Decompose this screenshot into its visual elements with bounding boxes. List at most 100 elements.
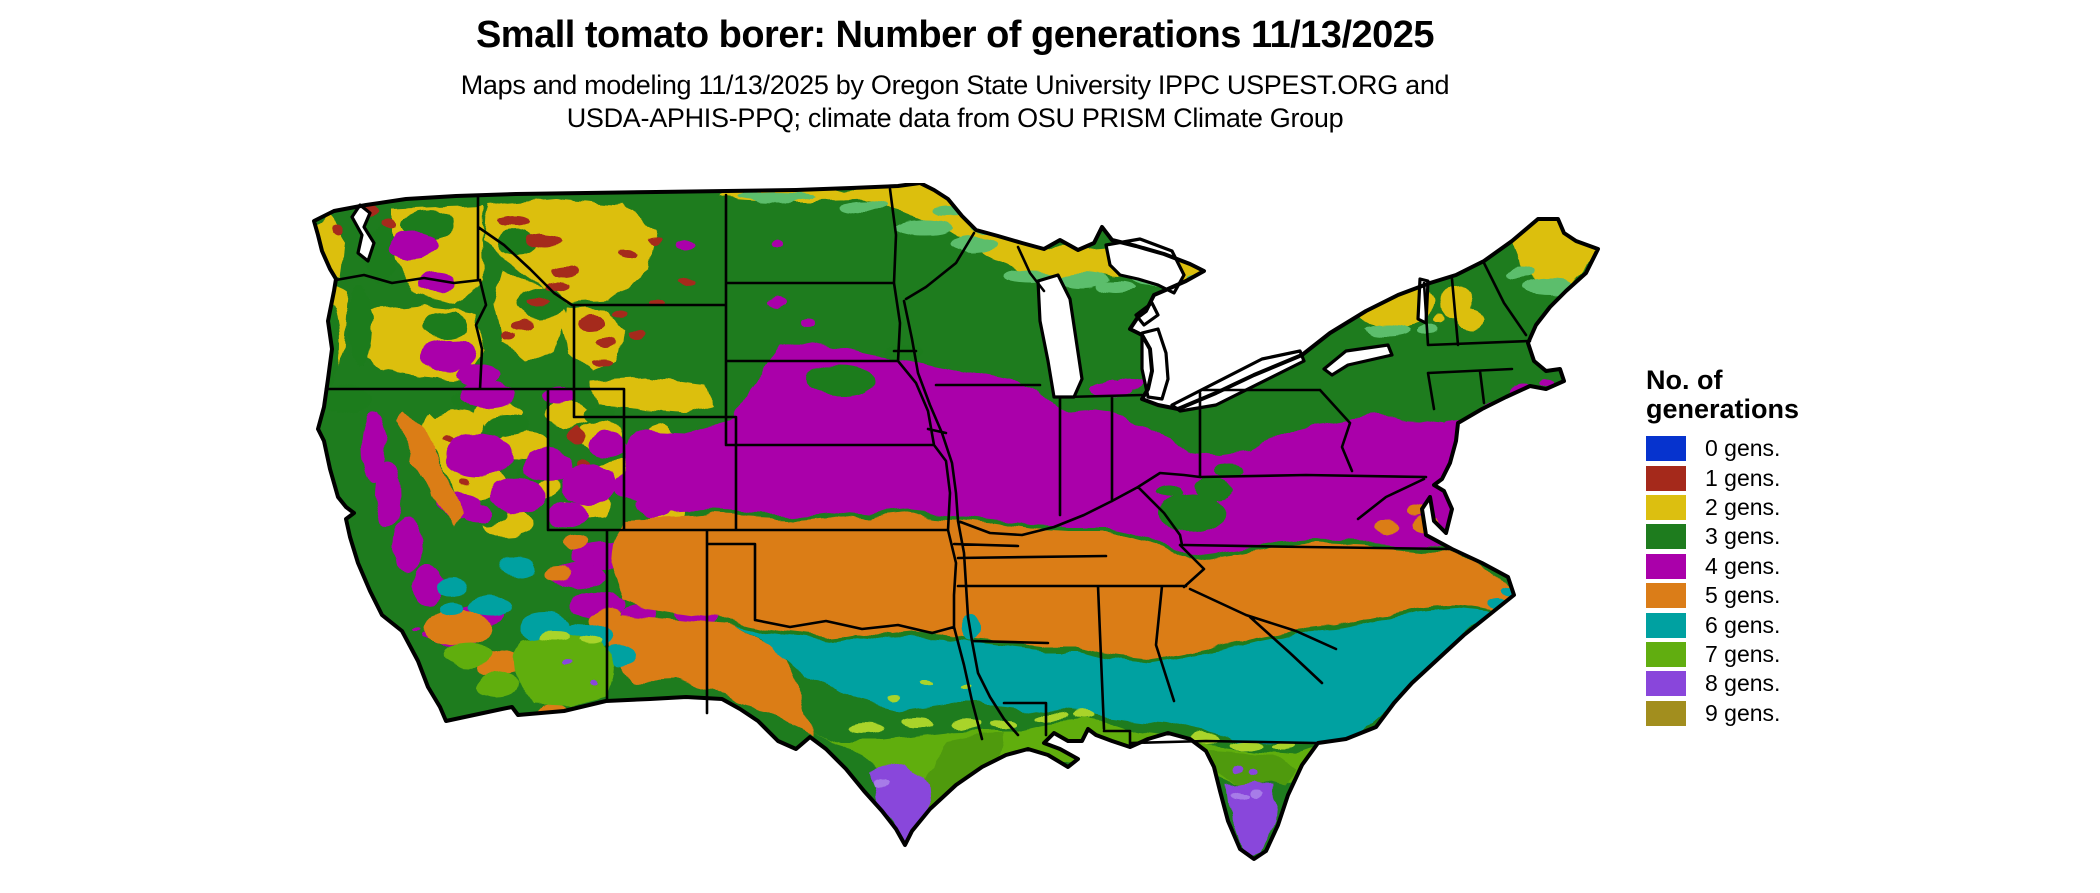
us-map-svg bbox=[312, 183, 1600, 886]
map-patch bbox=[432, 410, 484, 440]
page-title: Small tomato borer: Number of generation… bbox=[475, 14, 1435, 56]
map-patch bbox=[1255, 873, 1267, 879]
map-patch bbox=[420, 339, 476, 371]
map-patch bbox=[1204, 874, 1220, 880]
map-zone bbox=[624, 341, 1458, 557]
map-patch bbox=[546, 566, 570, 580]
map-patch bbox=[1230, 767, 1242, 775]
map-patch bbox=[1435, 317, 1449, 325]
map-zone bbox=[588, 377, 714, 413]
map-patch bbox=[390, 231, 438, 259]
us-generations-map bbox=[306, 183, 1606, 893]
map-patch bbox=[569, 426, 583, 444]
map-patch bbox=[1404, 507, 1424, 519]
map-patch bbox=[920, 680, 932, 686]
map-patch bbox=[1460, 307, 1484, 327]
map-patch bbox=[771, 241, 785, 249]
legend-swatch-2-gens bbox=[1646, 494, 1686, 520]
map-patch bbox=[456, 364, 500, 386]
map-zone bbox=[514, 633, 614, 707]
map-patch bbox=[486, 414, 530, 436]
legend-item: 0 gens. bbox=[1646, 434, 1876, 463]
map-patch bbox=[500, 331, 516, 339]
map-patch bbox=[410, 627, 418, 631]
map-patch bbox=[324, 385, 372, 413]
map-patch bbox=[460, 382, 516, 408]
map-patch bbox=[428, 609, 488, 645]
map-patch bbox=[432, 576, 464, 594]
map-patch bbox=[361, 411, 387, 483]
map-patch bbox=[1037, 713, 1065, 721]
map-patch bbox=[496, 231, 536, 255]
legend-item: 6 gens. bbox=[1646, 610, 1876, 639]
legend-swatch-7-gens bbox=[1646, 641, 1686, 667]
map-patch bbox=[840, 199, 892, 211]
map-patch bbox=[420, 632, 432, 638]
map-patch bbox=[1156, 485, 1180, 497]
map-patch bbox=[476, 674, 516, 696]
map-patch bbox=[498, 215, 530, 227]
map-patch bbox=[458, 478, 470, 484]
legend-items: 0 gens. 1 gens. 2 gens. 3 gens. 4 gens. 5 gen… bbox=[1646, 434, 1876, 728]
map-patch bbox=[588, 433, 628, 457]
map-patch bbox=[500, 555, 536, 575]
legend-title: No. of generations bbox=[1646, 365, 1800, 424]
map-patch bbox=[542, 386, 574, 404]
map-patch bbox=[596, 338, 616, 348]
map-patch bbox=[564, 658, 572, 664]
map-patch bbox=[948, 237, 1000, 253]
legend-label: 0 gens. bbox=[1705, 435, 1781, 462]
map-zone bbox=[1209, 749, 1296, 789]
legend-label: 4 gens. bbox=[1705, 552, 1781, 579]
lake-michigan bbox=[1036, 273, 1084, 399]
map-patch bbox=[736, 192, 816, 202]
legend-label: 2 gens. bbox=[1705, 493, 1781, 520]
map-patch bbox=[424, 312, 468, 338]
map-patch bbox=[590, 680, 598, 686]
map-patch bbox=[1088, 382, 1132, 396]
map-patch bbox=[463, 506, 493, 524]
map-patch bbox=[526, 296, 550, 306]
legend-label: 1 gens. bbox=[1705, 464, 1781, 491]
map-patch bbox=[579, 316, 605, 330]
map-patch bbox=[805, 364, 877, 394]
map-patch bbox=[550, 265, 578, 277]
map-patch bbox=[848, 723, 884, 733]
legend-item: 5 gens. bbox=[1646, 581, 1876, 610]
map-patch bbox=[677, 240, 695, 250]
map-patch bbox=[560, 465, 616, 505]
map-patch bbox=[1120, 378, 1144, 388]
map-patch bbox=[1156, 493, 1224, 533]
map-patch bbox=[769, 298, 787, 308]
legend-swatch-9-gens bbox=[1646, 700, 1686, 726]
legend-swatch-8-gens bbox=[1646, 671, 1686, 697]
map-zone bbox=[608, 615, 812, 735]
map-patch bbox=[1268, 866, 1276, 870]
legend-swatch-0-gens bbox=[1646, 436, 1686, 462]
map-patch bbox=[490, 477, 546, 513]
map-patch bbox=[992, 721, 1020, 729]
map-patch bbox=[542, 631, 570, 639]
map-patch bbox=[1235, 880, 1253, 886]
legend-label: 9 gens. bbox=[1705, 699, 1781, 726]
map-patch bbox=[1232, 791, 1248, 799]
map-patch bbox=[1444, 418, 1492, 432]
map-patch bbox=[330, 225, 342, 233]
legend-swatch-3-gens bbox=[1646, 524, 1686, 550]
western-mountain-patches bbox=[314, 184, 951, 650]
map-zone bbox=[562, 307, 624, 371]
legend-swatch-1-gens bbox=[1646, 465, 1686, 491]
map-patch bbox=[444, 643, 492, 667]
legend-item: 9 gens. bbox=[1646, 699, 1876, 728]
legend-item: 2 gens. bbox=[1646, 493, 1876, 522]
map-patch bbox=[592, 359, 612, 367]
map-patch bbox=[579, 635, 603, 643]
map-patch bbox=[440, 602, 464, 616]
map-patch bbox=[602, 646, 634, 664]
subtitle-line-1: Maps and modeling 11/13/2025 by Oregon S… bbox=[460, 70, 1450, 100]
map-patch bbox=[546, 400, 590, 426]
subtitle-line-2: USDA-APHIS-PPQ; climate data from OSU PR… bbox=[566, 103, 1344, 133]
map-patch bbox=[510, 320, 534, 330]
legend-label: 7 gens. bbox=[1705, 640, 1781, 667]
map-patch bbox=[1219, 877, 1237, 883]
